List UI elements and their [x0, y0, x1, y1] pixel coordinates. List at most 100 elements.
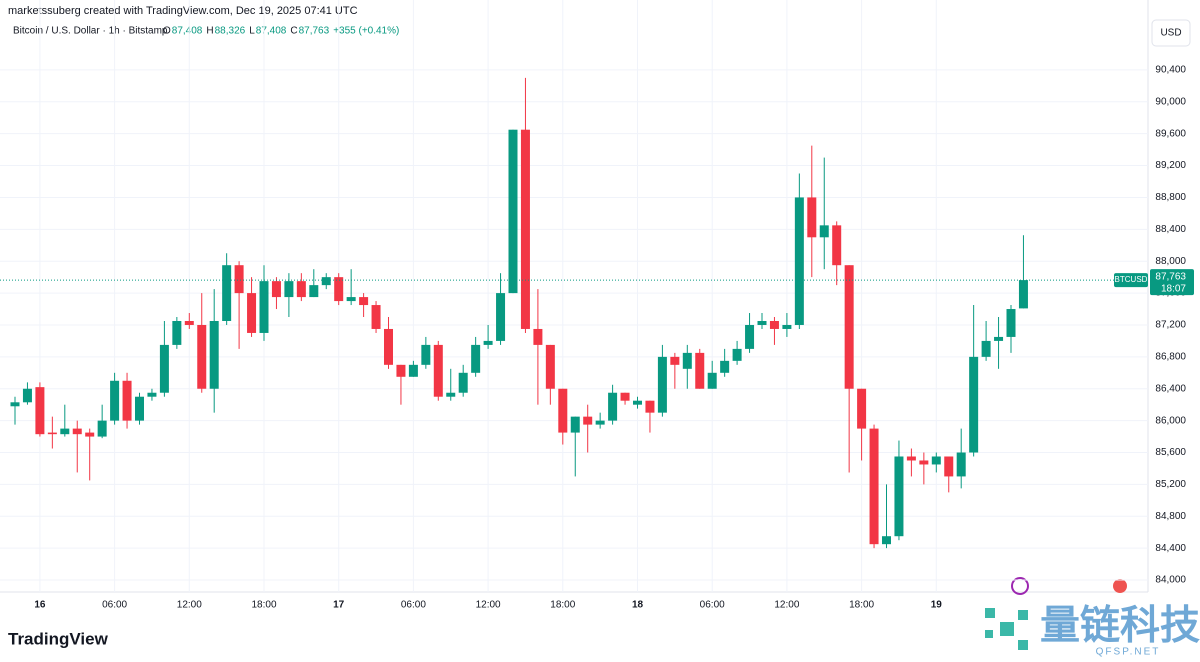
candle-body — [969, 356, 979, 453]
candle-body — [396, 364, 406, 377]
candle-body — [159, 344, 169, 393]
y-tick-label: 84,800 — [1155, 511, 1186, 522]
currency: USD — [1160, 28, 1181, 39]
candle-body — [595, 420, 605, 425]
candle-body — [807, 197, 817, 238]
candle-body — [458, 372, 468, 393]
candle-body — [994, 336, 1004, 341]
x-tick-label: 06:00 — [102, 600, 127, 611]
x-tick-label: 06:00 — [401, 600, 426, 611]
candle-body — [570, 416, 580, 433]
candle-body — [346, 297, 356, 302]
currency-button[interactable] — [1151, 19, 1191, 47]
y-tick-label: 88,400 — [1155, 224, 1186, 235]
candle-body — [110, 380, 120, 421]
x-tick-label: 17 — [333, 600, 345, 611]
candle-body — [197, 324, 207, 389]
candle-body — [670, 356, 680, 365]
ohlc-value: 87,763 — [299, 26, 330, 37]
candle-body — [259, 281, 269, 333]
candle-body — [944, 456, 954, 477]
x-tick-label: 18:00 — [251, 600, 276, 611]
ohlc: O 87,408 H 88,326 L 87,408 C 87,763 +355 (+0.41%… — [163, 26, 399, 37]
candle-body — [72, 428, 82, 435]
candle-body — [620, 392, 630, 401]
x-tick-label: 06:00 — [700, 600, 725, 611]
candle-body — [483, 340, 493, 345]
candle-body — [757, 320, 767, 325]
candle-body — [695, 352, 705, 389]
candle-body — [271, 281, 281, 298]
candle-body — [22, 388, 32, 403]
ohlc-value: 87,408 — [172, 26, 203, 37]
candle-body — [657, 356, 667, 413]
candle-body — [234, 265, 244, 294]
candle-body — [284, 281, 294, 298]
candle-body — [371, 305, 381, 329]
x-tick-label: 12:00 — [177, 600, 202, 611]
candle-body — [682, 352, 692, 369]
y-tick-label: 86,000 — [1155, 415, 1186, 426]
candle-body — [1006, 309, 1016, 337]
candle-body — [769, 320, 779, 329]
candle-body — [869, 428, 879, 545]
logo: TradingView — [8, 629, 109, 648]
candle-body — [844, 265, 854, 389]
candle-body — [433, 344, 443, 397]
candle-body — [35, 387, 45, 435]
candle-body — [857, 388, 867, 429]
ohlc-key: C — [290, 26, 297, 37]
candle-body — [321, 277, 331, 286]
candle-body — [931, 456, 941, 465]
candle-body — [633, 400, 642, 405]
candle-body — [956, 452, 966, 477]
ohlc-key: L — [249, 26, 255, 37]
change: +355 (+0.41%) — [333, 26, 399, 37]
candle-body — [882, 536, 891, 545]
watermark: 量链科技 — [1040, 604, 1200, 648]
candle-body — [1018, 280, 1028, 309]
price-tag-text: 87,763 — [1155, 272, 1186, 283]
y-tick-label: 90,400 — [1155, 65, 1186, 76]
candle-body — [122, 380, 132, 421]
flag-icon[interactable] — [1113, 579, 1127, 593]
candle-body — [384, 328, 393, 365]
candle-body — [247, 293, 257, 333]
candle-body — [533, 328, 543, 345]
event-icon[interactable] — [1011, 577, 1029, 595]
candle-body — [97, 420, 107, 437]
symbol-tag-text: BTCUSD — [1115, 275, 1148, 284]
y-tick-label: 86,400 — [1155, 383, 1186, 394]
credit: marketssuberg created with TradingView.c… — [8, 5, 358, 17]
candle-body — [720, 360, 730, 373]
candle-body — [222, 265, 232, 321]
candle-body — [10, 402, 20, 407]
candle-body — [408, 364, 418, 377]
ohlc-value: 87,408 — [256, 26, 287, 37]
y-tick-label: 90,000 — [1155, 96, 1186, 107]
candle-body — [184, 320, 194, 325]
candle-body — [906, 456, 916, 461]
candle-body — [147, 392, 157, 397]
candle-body — [47, 432, 57, 435]
y-tick-label: 86,800 — [1155, 352, 1186, 363]
candle-body — [545, 344, 555, 389]
candle-body — [60, 428, 70, 435]
candle-body — [209, 320, 219, 389]
candle-body — [645, 400, 655, 413]
candle-body — [359, 297, 369, 306]
y-tick-label: 85,200 — [1155, 479, 1186, 490]
candle-body — [707, 372, 717, 389]
y-tick-label: 89,200 — [1155, 160, 1186, 171]
grid — [0, 0, 1148, 592]
candle-body — [894, 456, 904, 537]
y-tick-label: 87,200 — [1155, 320, 1186, 331]
ohlc-value: 88,326 — [215, 26, 246, 37]
candle-body — [309, 285, 319, 298]
candle-body — [471, 344, 481, 373]
candle-body — [508, 129, 518, 294]
candle-body — [520, 129, 530, 329]
x-tick-label: 12:00 — [774, 600, 799, 611]
x-tick-label: 19 — [931, 600, 943, 611]
